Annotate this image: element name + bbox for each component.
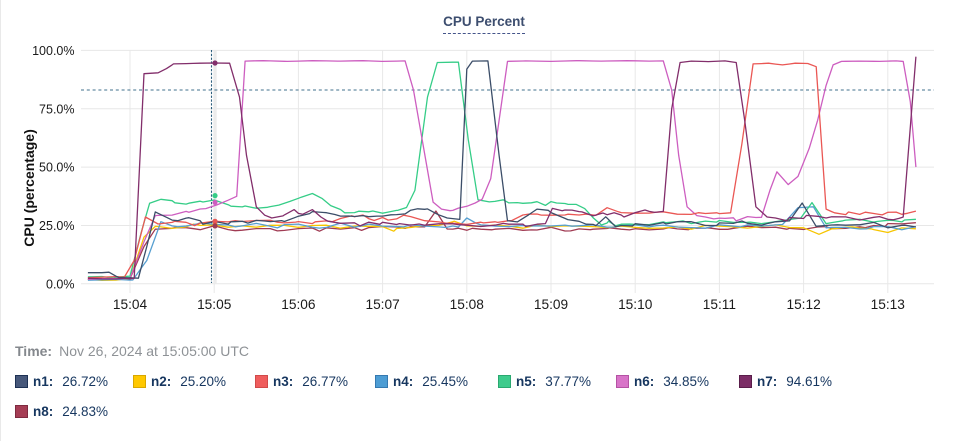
svg-text:75.0%: 75.0% [39,102,74,116]
svg-text:15:09: 15:09 [534,297,568,312]
svg-text:15:13: 15:13 [871,297,906,312]
svg-text:15:10: 15:10 [618,297,653,312]
svg-text:15:12: 15:12 [786,297,820,312]
svg-text:15:04: 15:04 [113,297,148,312]
svg-text:15:07: 15:07 [365,297,399,312]
svg-text:50.0%: 50.0% [39,161,74,175]
svg-text:15:11: 15:11 [703,297,736,312]
svg-text:15:06: 15:06 [281,297,316,312]
svg-text:15:05: 15:05 [197,297,232,312]
svg-text:CPU (percentage): CPU (percentage) [21,129,37,246]
svg-text:15:08: 15:08 [450,297,485,312]
svg-text:0.0%: 0.0% [46,277,75,291]
svg-text:100.0%: 100.0% [32,44,74,58]
svg-text:25.0%: 25.0% [39,219,74,233]
